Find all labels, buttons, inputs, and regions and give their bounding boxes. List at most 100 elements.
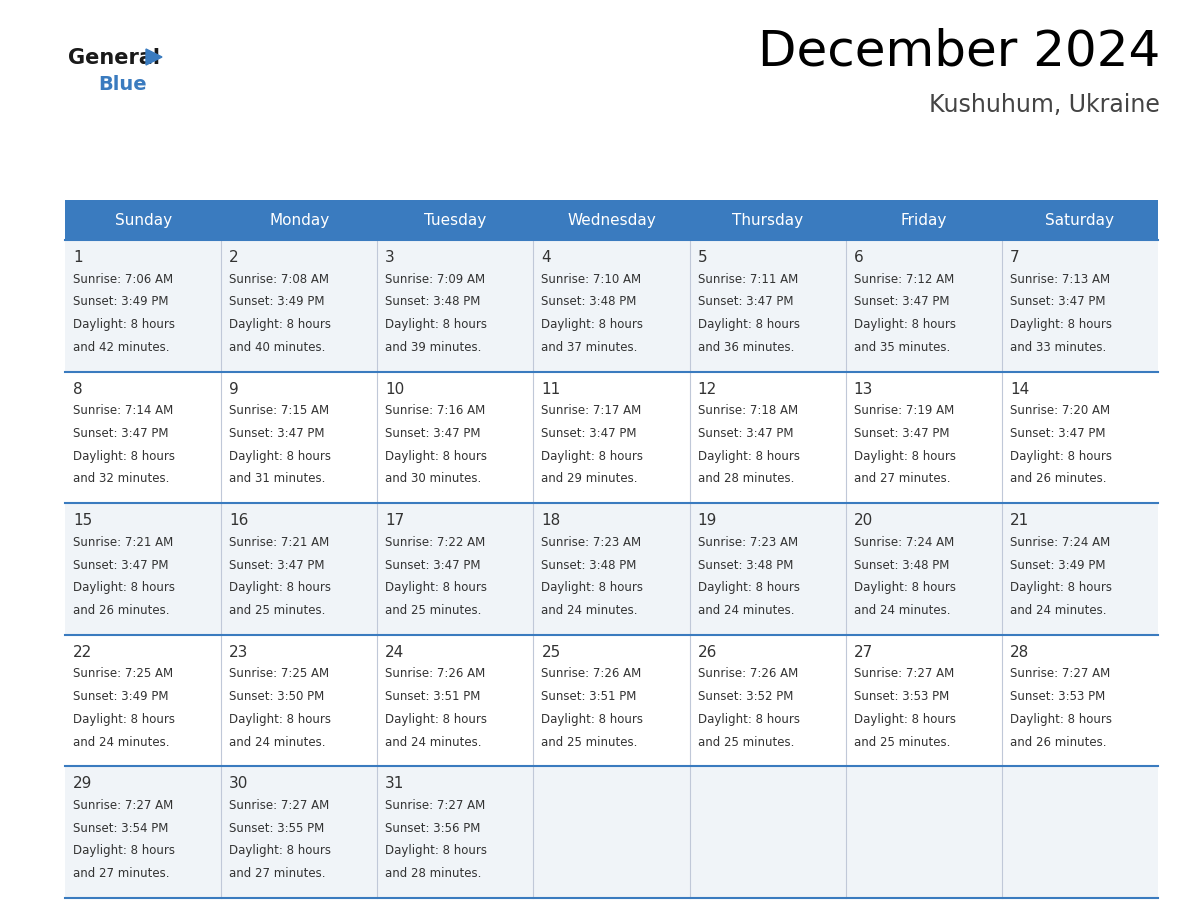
Text: Sunset: 3:48 PM: Sunset: 3:48 PM — [542, 296, 637, 308]
Text: Sunrise: 7:27 AM: Sunrise: 7:27 AM — [72, 799, 173, 812]
Text: Sunset: 3:47 PM: Sunset: 3:47 PM — [385, 427, 481, 440]
Text: and 26 minutes.: and 26 minutes. — [1010, 735, 1106, 748]
Text: and 40 minutes.: and 40 minutes. — [229, 341, 326, 353]
Text: and 36 minutes.: and 36 minutes. — [697, 341, 794, 353]
Text: Sunset: 3:52 PM: Sunset: 3:52 PM — [697, 690, 792, 703]
Text: 23: 23 — [229, 644, 248, 660]
Text: Daylight: 8 hours: Daylight: 8 hours — [1010, 581, 1112, 594]
Text: Sunrise: 7:25 AM: Sunrise: 7:25 AM — [229, 667, 329, 680]
Text: and 30 minutes.: and 30 minutes. — [385, 473, 481, 486]
Text: Sunrise: 7:21 AM: Sunrise: 7:21 AM — [72, 536, 173, 549]
Text: Sunset: 3:47 PM: Sunset: 3:47 PM — [854, 427, 949, 440]
Polygon shape — [146, 49, 162, 65]
Text: 9: 9 — [229, 382, 239, 397]
Text: Sunset: 3:51 PM: Sunset: 3:51 PM — [385, 690, 481, 703]
Text: 5: 5 — [697, 250, 707, 265]
Text: Daylight: 8 hours: Daylight: 8 hours — [385, 450, 487, 463]
Text: Daylight: 8 hours: Daylight: 8 hours — [542, 318, 644, 331]
Text: Sunday: Sunday — [114, 212, 171, 228]
Text: Daylight: 8 hours: Daylight: 8 hours — [854, 581, 955, 594]
Text: and 25 minutes.: and 25 minutes. — [854, 735, 950, 748]
Text: and 27 minutes.: and 27 minutes. — [72, 868, 170, 880]
Text: Sunrise: 7:09 AM: Sunrise: 7:09 AM — [385, 273, 486, 285]
Text: Daylight: 8 hours: Daylight: 8 hours — [542, 450, 644, 463]
Text: 20: 20 — [854, 513, 873, 528]
Text: Sunrise: 7:21 AM: Sunrise: 7:21 AM — [229, 536, 329, 549]
Text: Sunrise: 7:18 AM: Sunrise: 7:18 AM — [697, 404, 797, 418]
Text: Sunrise: 7:23 AM: Sunrise: 7:23 AM — [697, 536, 797, 549]
Text: and 24 minutes.: and 24 minutes. — [229, 735, 326, 748]
Text: Blue: Blue — [97, 74, 146, 94]
Text: 26: 26 — [697, 644, 716, 660]
Text: Sunset: 3:49 PM: Sunset: 3:49 PM — [72, 296, 169, 308]
Text: 2: 2 — [229, 250, 239, 265]
Text: Monday: Monday — [270, 212, 329, 228]
Text: 1: 1 — [72, 250, 83, 265]
Text: Daylight: 8 hours: Daylight: 8 hours — [542, 713, 644, 726]
Text: Sunset: 3:49 PM: Sunset: 3:49 PM — [72, 690, 169, 703]
Text: 4: 4 — [542, 250, 551, 265]
Text: 6: 6 — [854, 250, 864, 265]
Text: Sunset: 3:48 PM: Sunset: 3:48 PM — [697, 558, 792, 572]
Text: Friday: Friday — [901, 212, 947, 228]
Text: and 24 minutes.: and 24 minutes. — [542, 604, 638, 617]
Text: Kushuhum, Ukraine: Kushuhum, Ukraine — [929, 93, 1159, 117]
Text: Sunrise: 7:16 AM: Sunrise: 7:16 AM — [385, 404, 486, 418]
Text: Daylight: 8 hours: Daylight: 8 hours — [697, 450, 800, 463]
Text: Daylight: 8 hours: Daylight: 8 hours — [385, 581, 487, 594]
Text: 14: 14 — [1010, 382, 1029, 397]
Text: and 27 minutes.: and 27 minutes. — [854, 473, 950, 486]
Text: 3: 3 — [385, 250, 396, 265]
Text: and 24 minutes.: and 24 minutes. — [854, 604, 950, 617]
Text: and 28 minutes.: and 28 minutes. — [385, 868, 481, 880]
Text: Sunrise: 7:17 AM: Sunrise: 7:17 AM — [542, 404, 642, 418]
Text: and 33 minutes.: and 33 minutes. — [1010, 341, 1106, 353]
Text: 24: 24 — [385, 644, 405, 660]
Text: December 2024: December 2024 — [758, 28, 1159, 76]
Text: Sunset: 3:48 PM: Sunset: 3:48 PM — [542, 558, 637, 572]
Text: 28: 28 — [1010, 644, 1029, 660]
Text: Sunset: 3:49 PM: Sunset: 3:49 PM — [1010, 558, 1105, 572]
Text: Sunset: 3:55 PM: Sunset: 3:55 PM — [229, 822, 324, 834]
Text: Sunset: 3:47 PM: Sunset: 3:47 PM — [697, 296, 794, 308]
Text: Daylight: 8 hours: Daylight: 8 hours — [385, 713, 487, 726]
Text: General: General — [68, 48, 160, 68]
Text: Sunset: 3:49 PM: Sunset: 3:49 PM — [229, 296, 324, 308]
Text: 29: 29 — [72, 777, 93, 791]
Text: Sunset: 3:53 PM: Sunset: 3:53 PM — [1010, 690, 1105, 703]
Text: Daylight: 8 hours: Daylight: 8 hours — [1010, 318, 1112, 331]
Text: Daylight: 8 hours: Daylight: 8 hours — [72, 713, 175, 726]
Text: Sunset: 3:47 PM: Sunset: 3:47 PM — [1010, 427, 1105, 440]
Text: 12: 12 — [697, 382, 716, 397]
Text: and 25 minutes.: and 25 minutes. — [385, 604, 481, 617]
Text: and 35 minutes.: and 35 minutes. — [854, 341, 950, 353]
Text: Thursday: Thursday — [732, 212, 803, 228]
Text: Sunrise: 7:15 AM: Sunrise: 7:15 AM — [229, 404, 329, 418]
Text: Sunset: 3:47 PM: Sunset: 3:47 PM — [72, 558, 169, 572]
Text: Sunset: 3:47 PM: Sunset: 3:47 PM — [72, 427, 169, 440]
Text: Sunset: 3:56 PM: Sunset: 3:56 PM — [385, 822, 481, 834]
Text: and 27 minutes.: and 27 minutes. — [229, 868, 326, 880]
Text: Sunrise: 7:23 AM: Sunrise: 7:23 AM — [542, 536, 642, 549]
Text: Sunset: 3:54 PM: Sunset: 3:54 PM — [72, 822, 169, 834]
Text: Sunrise: 7:11 AM: Sunrise: 7:11 AM — [697, 273, 798, 285]
Text: Daylight: 8 hours: Daylight: 8 hours — [72, 581, 175, 594]
Text: Daylight: 8 hours: Daylight: 8 hours — [697, 713, 800, 726]
Text: and 39 minutes.: and 39 minutes. — [385, 341, 481, 353]
Text: 21: 21 — [1010, 513, 1029, 528]
Text: Sunrise: 7:26 AM: Sunrise: 7:26 AM — [542, 667, 642, 680]
Text: 10: 10 — [385, 382, 405, 397]
Text: Sunset: 3:48 PM: Sunset: 3:48 PM — [854, 558, 949, 572]
Text: Daylight: 8 hours: Daylight: 8 hours — [229, 581, 331, 594]
Text: and 37 minutes.: and 37 minutes. — [542, 341, 638, 353]
Text: Sunset: 3:51 PM: Sunset: 3:51 PM — [542, 690, 637, 703]
Text: 18: 18 — [542, 513, 561, 528]
Text: Sunrise: 7:14 AM: Sunrise: 7:14 AM — [72, 404, 173, 418]
Text: Sunset: 3:47 PM: Sunset: 3:47 PM — [229, 427, 324, 440]
Text: 17: 17 — [385, 513, 405, 528]
Text: Sunrise: 7:25 AM: Sunrise: 7:25 AM — [72, 667, 173, 680]
Text: 13: 13 — [854, 382, 873, 397]
Text: Saturday: Saturday — [1045, 212, 1114, 228]
Text: 30: 30 — [229, 777, 248, 791]
Text: and 31 minutes.: and 31 minutes. — [229, 473, 326, 486]
